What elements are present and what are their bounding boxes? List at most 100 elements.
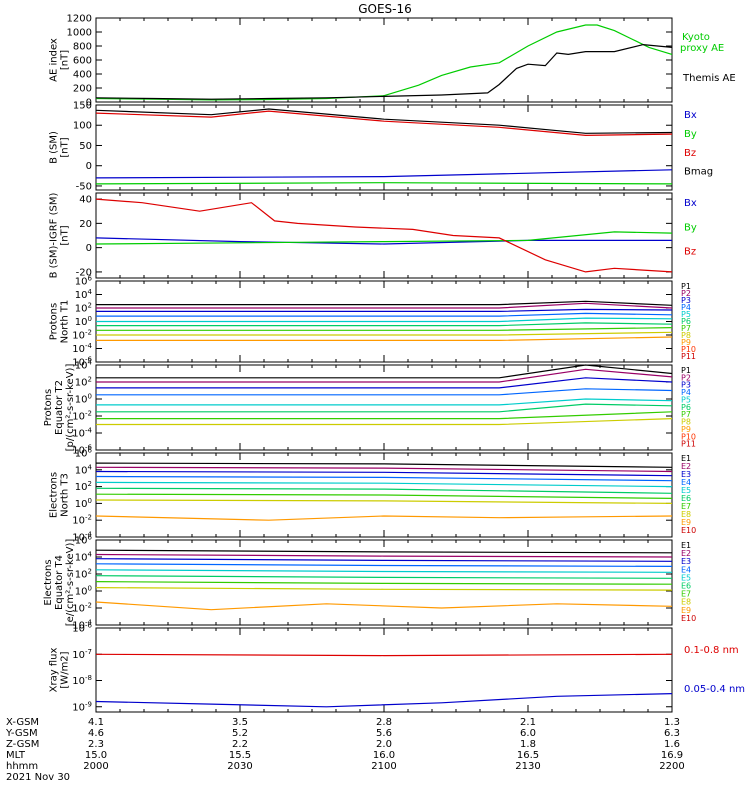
series-line xyxy=(96,398,673,406)
legend-entry: P8 xyxy=(681,418,691,427)
legend-entry: 0.05-0.4 nm xyxy=(684,684,745,695)
series-line xyxy=(96,403,673,413)
y-axis-label: B (SM) xyxy=(49,131,60,164)
legend-entry: P2 xyxy=(681,289,691,298)
legend-entry: 0.1-0.8 nm xyxy=(684,645,739,656)
series-line xyxy=(96,411,673,420)
legend-entry: P10 xyxy=(681,432,696,441)
series-line xyxy=(95,515,673,521)
series-line xyxy=(95,563,673,568)
y-tick-label: 102 xyxy=(75,302,92,315)
footer-value: 2100 xyxy=(371,761,396,772)
footer-date: 2021 Nov 30 xyxy=(6,772,70,783)
series-line xyxy=(95,693,673,708)
panel-frame xyxy=(95,192,673,279)
legend-entry: E8 xyxy=(681,510,691,519)
legend-entry: P3 xyxy=(681,296,691,305)
footer-value: 2.3 xyxy=(88,739,104,750)
y-tick-label: 102 xyxy=(75,568,92,581)
y-tick-label: 100 xyxy=(75,393,92,406)
y-tick-label: 10-2 xyxy=(72,602,92,615)
series-line xyxy=(95,198,673,273)
legend-entry: E4 xyxy=(681,478,691,487)
legend-entry: P5 xyxy=(681,395,691,404)
y-tick-label: 10-2 xyxy=(72,329,92,342)
legend-entry: E3 xyxy=(681,557,691,566)
y-axis-label: AE index xyxy=(49,38,60,82)
footer-value: 6.0 xyxy=(520,728,536,739)
y-axis-label: [e/(cm²-s-sr-keV)] xyxy=(65,539,76,627)
series-line xyxy=(95,466,673,473)
y-tick-label: 100 xyxy=(75,497,92,510)
y-axis-label: Xray flux xyxy=(49,648,60,693)
series-line xyxy=(96,308,673,312)
y-tick-label: -20 xyxy=(76,267,92,278)
y-axis-label: Protons xyxy=(43,389,54,426)
footer-value: 5.2 xyxy=(232,728,248,739)
legend-entry: P9 xyxy=(681,338,691,347)
y-tick-label: 1000 xyxy=(67,28,92,39)
y-tick-label: 10-6 xyxy=(72,444,92,457)
legend-entry: P2 xyxy=(681,373,691,382)
y-tick-label: 1200 xyxy=(67,14,92,25)
series-line xyxy=(95,169,673,179)
legend-entry: Bz xyxy=(684,148,696,159)
legend-entry: Kyoto xyxy=(682,32,710,43)
y-tick-label: 100 xyxy=(75,585,92,598)
footer-value: 1.8 xyxy=(520,739,536,750)
series-line xyxy=(96,418,673,426)
series-line xyxy=(95,475,673,482)
y-axis-label: Electrons xyxy=(43,559,54,605)
y-axis-label: B (SM)-IGRF (SM) xyxy=(49,193,60,279)
footer-value: 1.3 xyxy=(664,717,680,728)
series-line xyxy=(96,322,673,327)
y-tick-label: 200 xyxy=(73,84,92,95)
series-line xyxy=(96,331,673,336)
footer-value: 16.0 xyxy=(373,750,395,761)
footer-value: 15.0 xyxy=(85,750,107,761)
y-axis-label: [nT] xyxy=(60,137,71,157)
series-line xyxy=(95,549,673,554)
y-tick-label: 10-9 xyxy=(72,700,92,713)
y-tick-label: 10-7 xyxy=(72,648,92,661)
series-line xyxy=(96,364,673,379)
panel-frame xyxy=(95,627,673,713)
y-axis-label: Equator T2 xyxy=(54,380,65,435)
legend-entry: E9 xyxy=(681,606,691,615)
y-axis-label: [nT] xyxy=(60,50,71,70)
legend-entry: E4 xyxy=(681,565,691,574)
footer-value: 2030 xyxy=(227,761,252,772)
series-line xyxy=(95,24,673,101)
y-axis-label: [W/m2] xyxy=(60,651,71,688)
footer-value: 5.6 xyxy=(376,728,392,739)
series-line xyxy=(95,487,673,494)
y-tick-label: 106 xyxy=(75,534,93,547)
series-line xyxy=(95,108,673,134)
legend-entry: Bx xyxy=(684,198,697,209)
legend-entry: P9 xyxy=(681,425,691,434)
y-tick-label: 10-8 xyxy=(72,674,92,687)
legend-entry: E10 xyxy=(681,526,696,535)
legend-entry: E2 xyxy=(681,549,691,558)
series-line xyxy=(95,43,673,100)
y-axis-label: North T1 xyxy=(60,300,71,344)
series-line xyxy=(96,388,673,396)
y-tick-label: 10-4 xyxy=(72,531,92,544)
y-tick-label: 104 xyxy=(75,288,93,301)
footer-row-label: Z-GSM xyxy=(6,739,39,750)
series-line xyxy=(96,300,673,306)
y-axis-label: Protons xyxy=(49,303,60,340)
series-line xyxy=(95,569,673,573)
y-tick-label: 150 xyxy=(73,101,92,112)
y-tick-label: 10-4 xyxy=(72,427,92,440)
y-axis-label: [p/(cm²-s-sr-keV)] xyxy=(65,364,76,452)
y-tick-label: 20 xyxy=(79,219,92,230)
footer-value: 15.5 xyxy=(229,750,251,761)
y-tick-label: 10-4 xyxy=(72,342,92,355)
legend-entry: E6 xyxy=(681,582,691,591)
footer-value: 2.8 xyxy=(376,717,392,728)
y-tick-label: 100 xyxy=(75,315,92,328)
y-tick-label: 800 xyxy=(73,42,92,53)
y-tick-label: 104 xyxy=(75,359,93,372)
